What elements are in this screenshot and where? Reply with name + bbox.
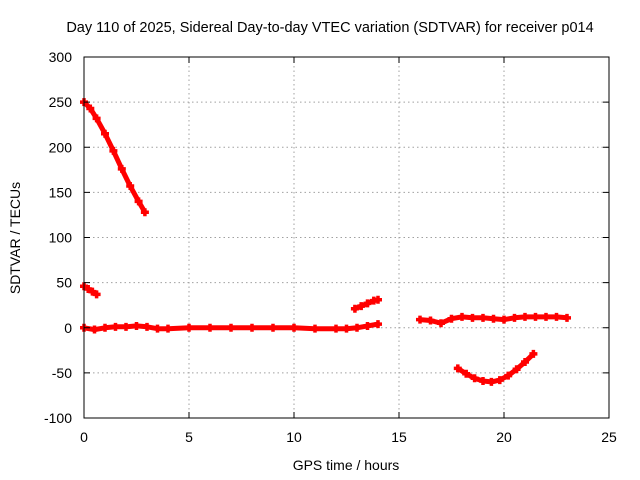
data-point xyxy=(164,324,172,333)
data-point xyxy=(132,321,141,330)
series-arc-1-descending xyxy=(80,98,149,217)
y-tick-label: -100 xyxy=(44,410,72,426)
data-point xyxy=(487,377,496,386)
data-point xyxy=(512,365,521,374)
y-tick-label: 300 xyxy=(49,49,73,65)
series-arc-5-positive xyxy=(416,312,571,328)
data-point xyxy=(101,129,109,138)
data-point xyxy=(126,182,135,191)
y-tick-label: 50 xyxy=(56,275,72,291)
y-tick-label: 150 xyxy=(49,184,73,200)
x-tick-label: 0 xyxy=(80,429,88,445)
data-point xyxy=(495,376,504,385)
series-arc-4-short-rising xyxy=(350,295,382,313)
data-point xyxy=(206,323,214,332)
data-point xyxy=(521,358,529,367)
data-point xyxy=(426,316,435,325)
data-point xyxy=(92,114,101,123)
data-point xyxy=(363,321,372,330)
data-point xyxy=(458,312,466,321)
data-point xyxy=(269,323,277,332)
x-tick-label: 15 xyxy=(391,429,407,445)
series-line xyxy=(455,351,536,385)
y-tick-label: 200 xyxy=(49,139,73,155)
data-point xyxy=(342,324,351,333)
data-point xyxy=(227,323,235,332)
y-tick-label: -50 xyxy=(52,365,72,381)
data-point xyxy=(153,324,162,333)
data-point xyxy=(510,313,519,322)
data-point xyxy=(363,299,372,308)
data-point xyxy=(453,364,462,373)
data-point xyxy=(311,324,319,333)
x-tick-label: 25 xyxy=(601,429,617,445)
y-axis-label: SDTVAR / TECUs xyxy=(7,182,23,294)
data-point xyxy=(374,295,382,304)
data-point xyxy=(117,164,126,173)
data-point xyxy=(357,302,366,311)
data-point xyxy=(374,320,382,329)
series-arc-2-short xyxy=(80,282,101,299)
x-tick-label: 10 xyxy=(286,429,302,445)
data-point xyxy=(185,323,193,332)
series-arc-3-near-zero xyxy=(80,320,382,334)
data-point xyxy=(143,322,151,331)
data-point xyxy=(447,314,456,323)
data-point xyxy=(437,319,445,328)
data-point xyxy=(86,104,95,113)
data-point xyxy=(470,374,479,383)
data-point xyxy=(101,323,109,332)
data-point xyxy=(350,304,359,313)
data-point xyxy=(500,315,508,324)
data-point xyxy=(332,324,340,333)
data-point xyxy=(290,323,298,332)
y-tick-label: 0 xyxy=(64,320,72,336)
data-point xyxy=(489,314,498,323)
data-point xyxy=(416,315,424,324)
data-point xyxy=(521,312,529,321)
data-point xyxy=(111,322,120,331)
data-point xyxy=(479,313,487,322)
axis-ticks: 0 5 10 15 20 25 -100 -50 0 50 100 150 200 250 300 xyxy=(44,49,617,445)
y-tick-label: 250 xyxy=(49,94,73,110)
data-point xyxy=(542,312,550,321)
x-tick-label: 20 xyxy=(496,429,512,445)
data-point xyxy=(353,323,361,332)
data-point xyxy=(92,290,101,299)
data-point xyxy=(552,312,561,321)
chart-title: Day 110 of 2025, Sidereal Day-to-day VTE… xyxy=(66,20,593,36)
data-point xyxy=(504,371,513,380)
data-point xyxy=(140,208,149,217)
x-axis-label: GPS time / hours xyxy=(293,457,400,473)
data-point xyxy=(462,369,471,378)
series-arc-6-dip xyxy=(453,349,538,386)
data-point xyxy=(134,197,143,206)
data-point xyxy=(248,323,256,332)
data-point xyxy=(468,313,477,322)
data-point xyxy=(479,376,487,385)
data-point xyxy=(109,146,118,155)
data-point xyxy=(563,313,571,322)
data-point xyxy=(122,322,130,331)
x-tick-label: 5 xyxy=(185,429,193,445)
data-point xyxy=(90,325,99,334)
y-tick-label: 100 xyxy=(49,230,73,246)
data-point xyxy=(529,349,538,358)
data-point xyxy=(531,312,540,321)
data-series xyxy=(80,98,571,386)
